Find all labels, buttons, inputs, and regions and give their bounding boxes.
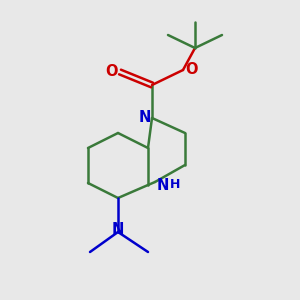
Text: H: H [170,178,180,191]
Text: O: O [106,64,118,80]
Text: O: O [185,62,197,77]
Text: N: N [112,223,124,238]
Text: N: N [139,110,151,125]
Text: N: N [157,178,169,193]
